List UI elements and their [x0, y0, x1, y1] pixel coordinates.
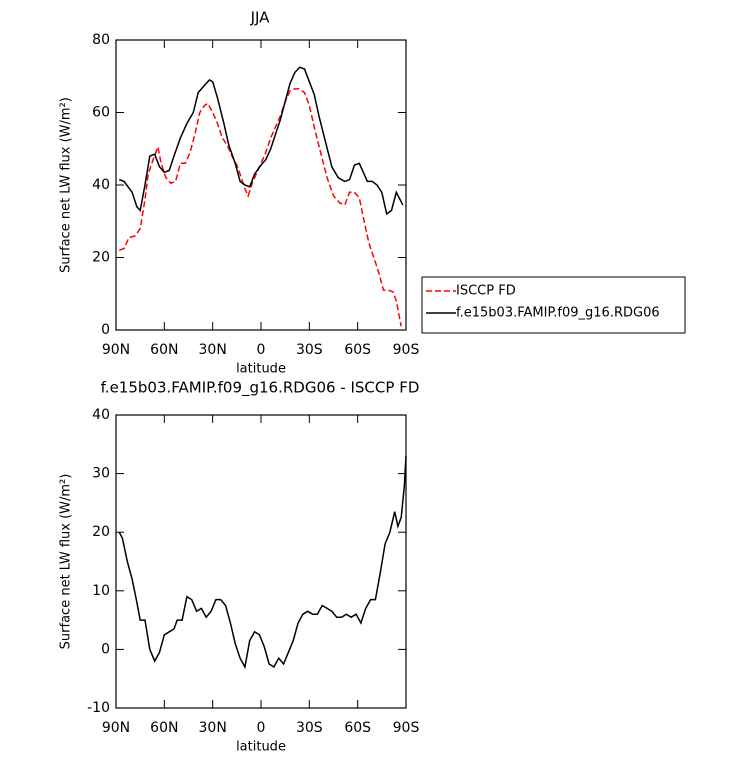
- x-tick-label: 90N: [102, 720, 130, 736]
- y-tick-label: 40: [92, 177, 110, 193]
- y-tick-label: 10: [92, 583, 110, 599]
- x-axis-label: latitude: [236, 362, 286, 377]
- x-tick-label: 0: [257, 342, 266, 358]
- x-tick-label: 90S: [393, 720, 420, 736]
- y-tick-label: 0: [101, 641, 110, 657]
- series-line: [118, 66, 404, 216]
- x-tick-label: 30S: [296, 342, 323, 358]
- y-tick-label: 80: [92, 32, 110, 48]
- legend-label: ISCCP FD: [456, 284, 516, 299]
- legend-label: f.e15b03.FAMIP.f09_g16.RDG06: [456, 306, 660, 321]
- x-tick-label: 60N: [150, 342, 178, 358]
- plot-frame: [115, 39, 407, 331]
- y-tick-label: 20: [92, 250, 110, 266]
- y-axis-label: Surface net LW flux (W/m²): [59, 97, 74, 273]
- x-tick-label: 30S: [296, 720, 323, 736]
- x-tick-label: 60S: [344, 720, 371, 736]
- legend-box: [421, 276, 686, 334]
- y-axis-label: Surface net LW flux (W/m²): [59, 474, 74, 650]
- chart-title: JJA: [250, 9, 271, 27]
- x-tick-label: 0: [257, 720, 266, 736]
- series-line: [118, 455, 407, 670]
- plot-frame: [115, 414, 407, 709]
- y-tick-label: 60: [92, 105, 110, 121]
- y-tick-label: 40: [92, 407, 110, 423]
- x-tick-label: 90S: [393, 342, 420, 358]
- x-tick-label: 90N: [102, 342, 130, 358]
- x-tick-label: 30N: [199, 720, 227, 736]
- chart-title: f.e15b03.FAMIP.f09_g16.RDG06 - ISCCP FD: [101, 379, 420, 398]
- y-tick-label: 20: [92, 524, 110, 540]
- x-tick-label: 60N: [150, 720, 178, 736]
- y-tick-label: 0: [101, 322, 110, 338]
- x-axis-label: latitude: [236, 740, 286, 755]
- series-line: [118, 88, 402, 327]
- x-tick-label: 60S: [344, 342, 371, 358]
- x-tick-label: 30N: [199, 342, 227, 358]
- y-tick-label: -10: [87, 700, 110, 716]
- y-tick-label: 30: [92, 466, 110, 482]
